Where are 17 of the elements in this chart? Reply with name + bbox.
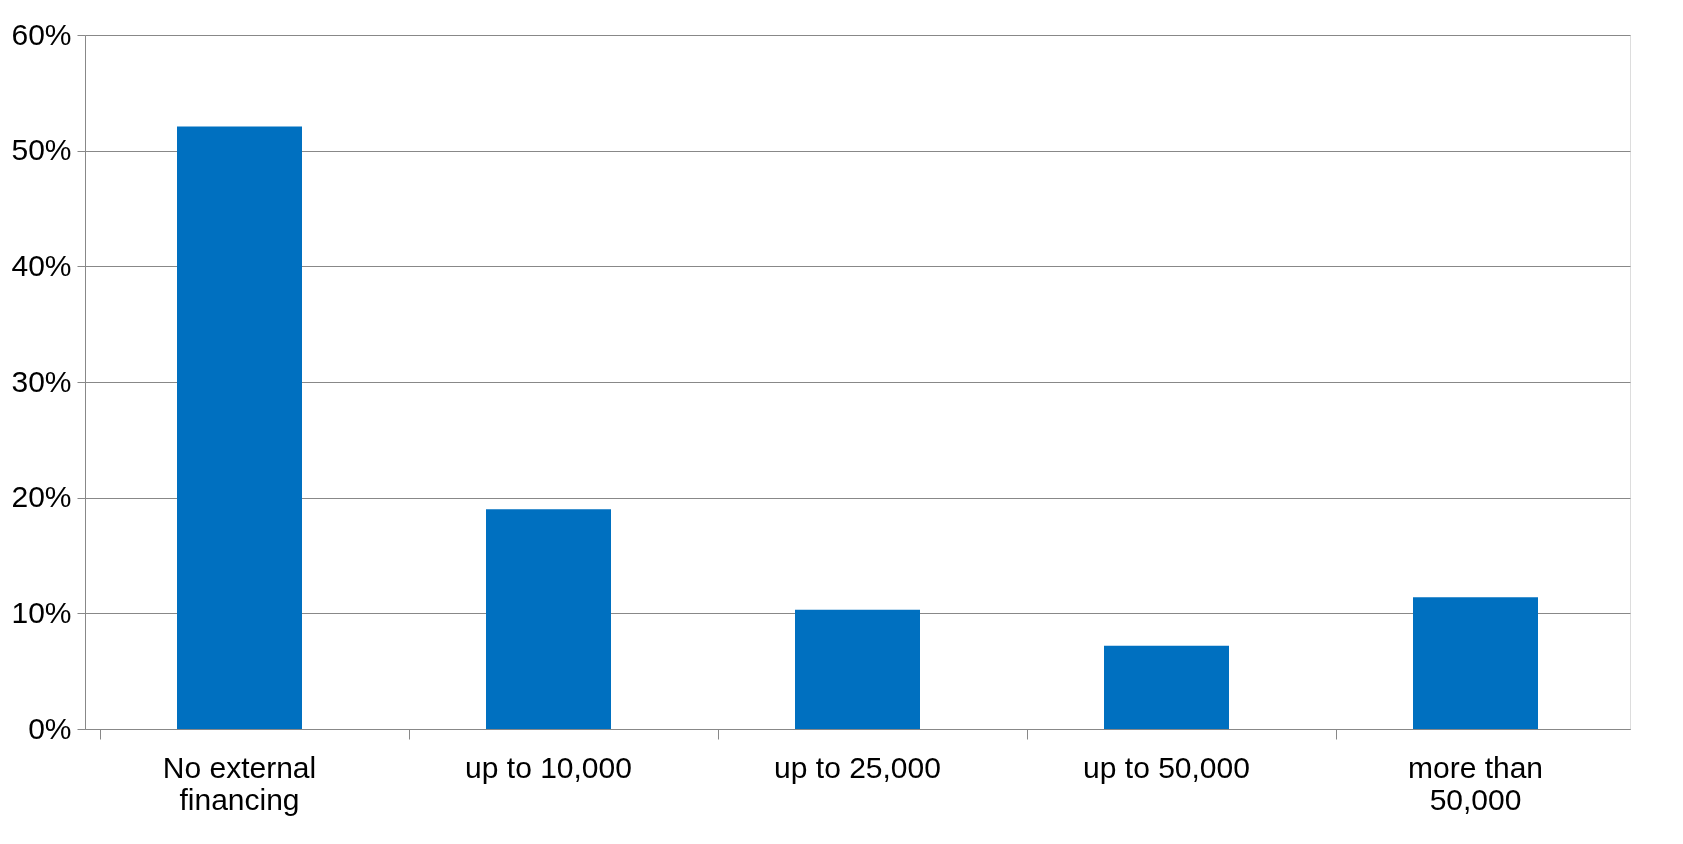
bar bbox=[177, 126, 302, 729]
bar bbox=[795, 609, 920, 729]
x-tick-label: up to 25,000 bbox=[774, 750, 941, 784]
bar bbox=[1104, 645, 1229, 729]
x-tick-label: up to 10,000 bbox=[465, 750, 632, 784]
bar bbox=[1413, 597, 1538, 729]
y-tick-label: 40% bbox=[11, 248, 72, 282]
y-tick-label: 30% bbox=[11, 364, 72, 398]
x-tick-label: more than 50,000 bbox=[1407, 750, 1544, 816]
y-tick-label: 0% bbox=[28, 711, 72, 745]
bar bbox=[486, 509, 611, 729]
y-tick-label: 50% bbox=[11, 133, 72, 167]
y-tick-label: 20% bbox=[11, 480, 72, 514]
y-tick-label: 10% bbox=[11, 595, 72, 629]
x-tick-label: up to 50,000 bbox=[1083, 750, 1250, 784]
y-tick-label: 60% bbox=[11, 17, 72, 51]
x-tick-label: No external financing bbox=[162, 750, 317, 816]
